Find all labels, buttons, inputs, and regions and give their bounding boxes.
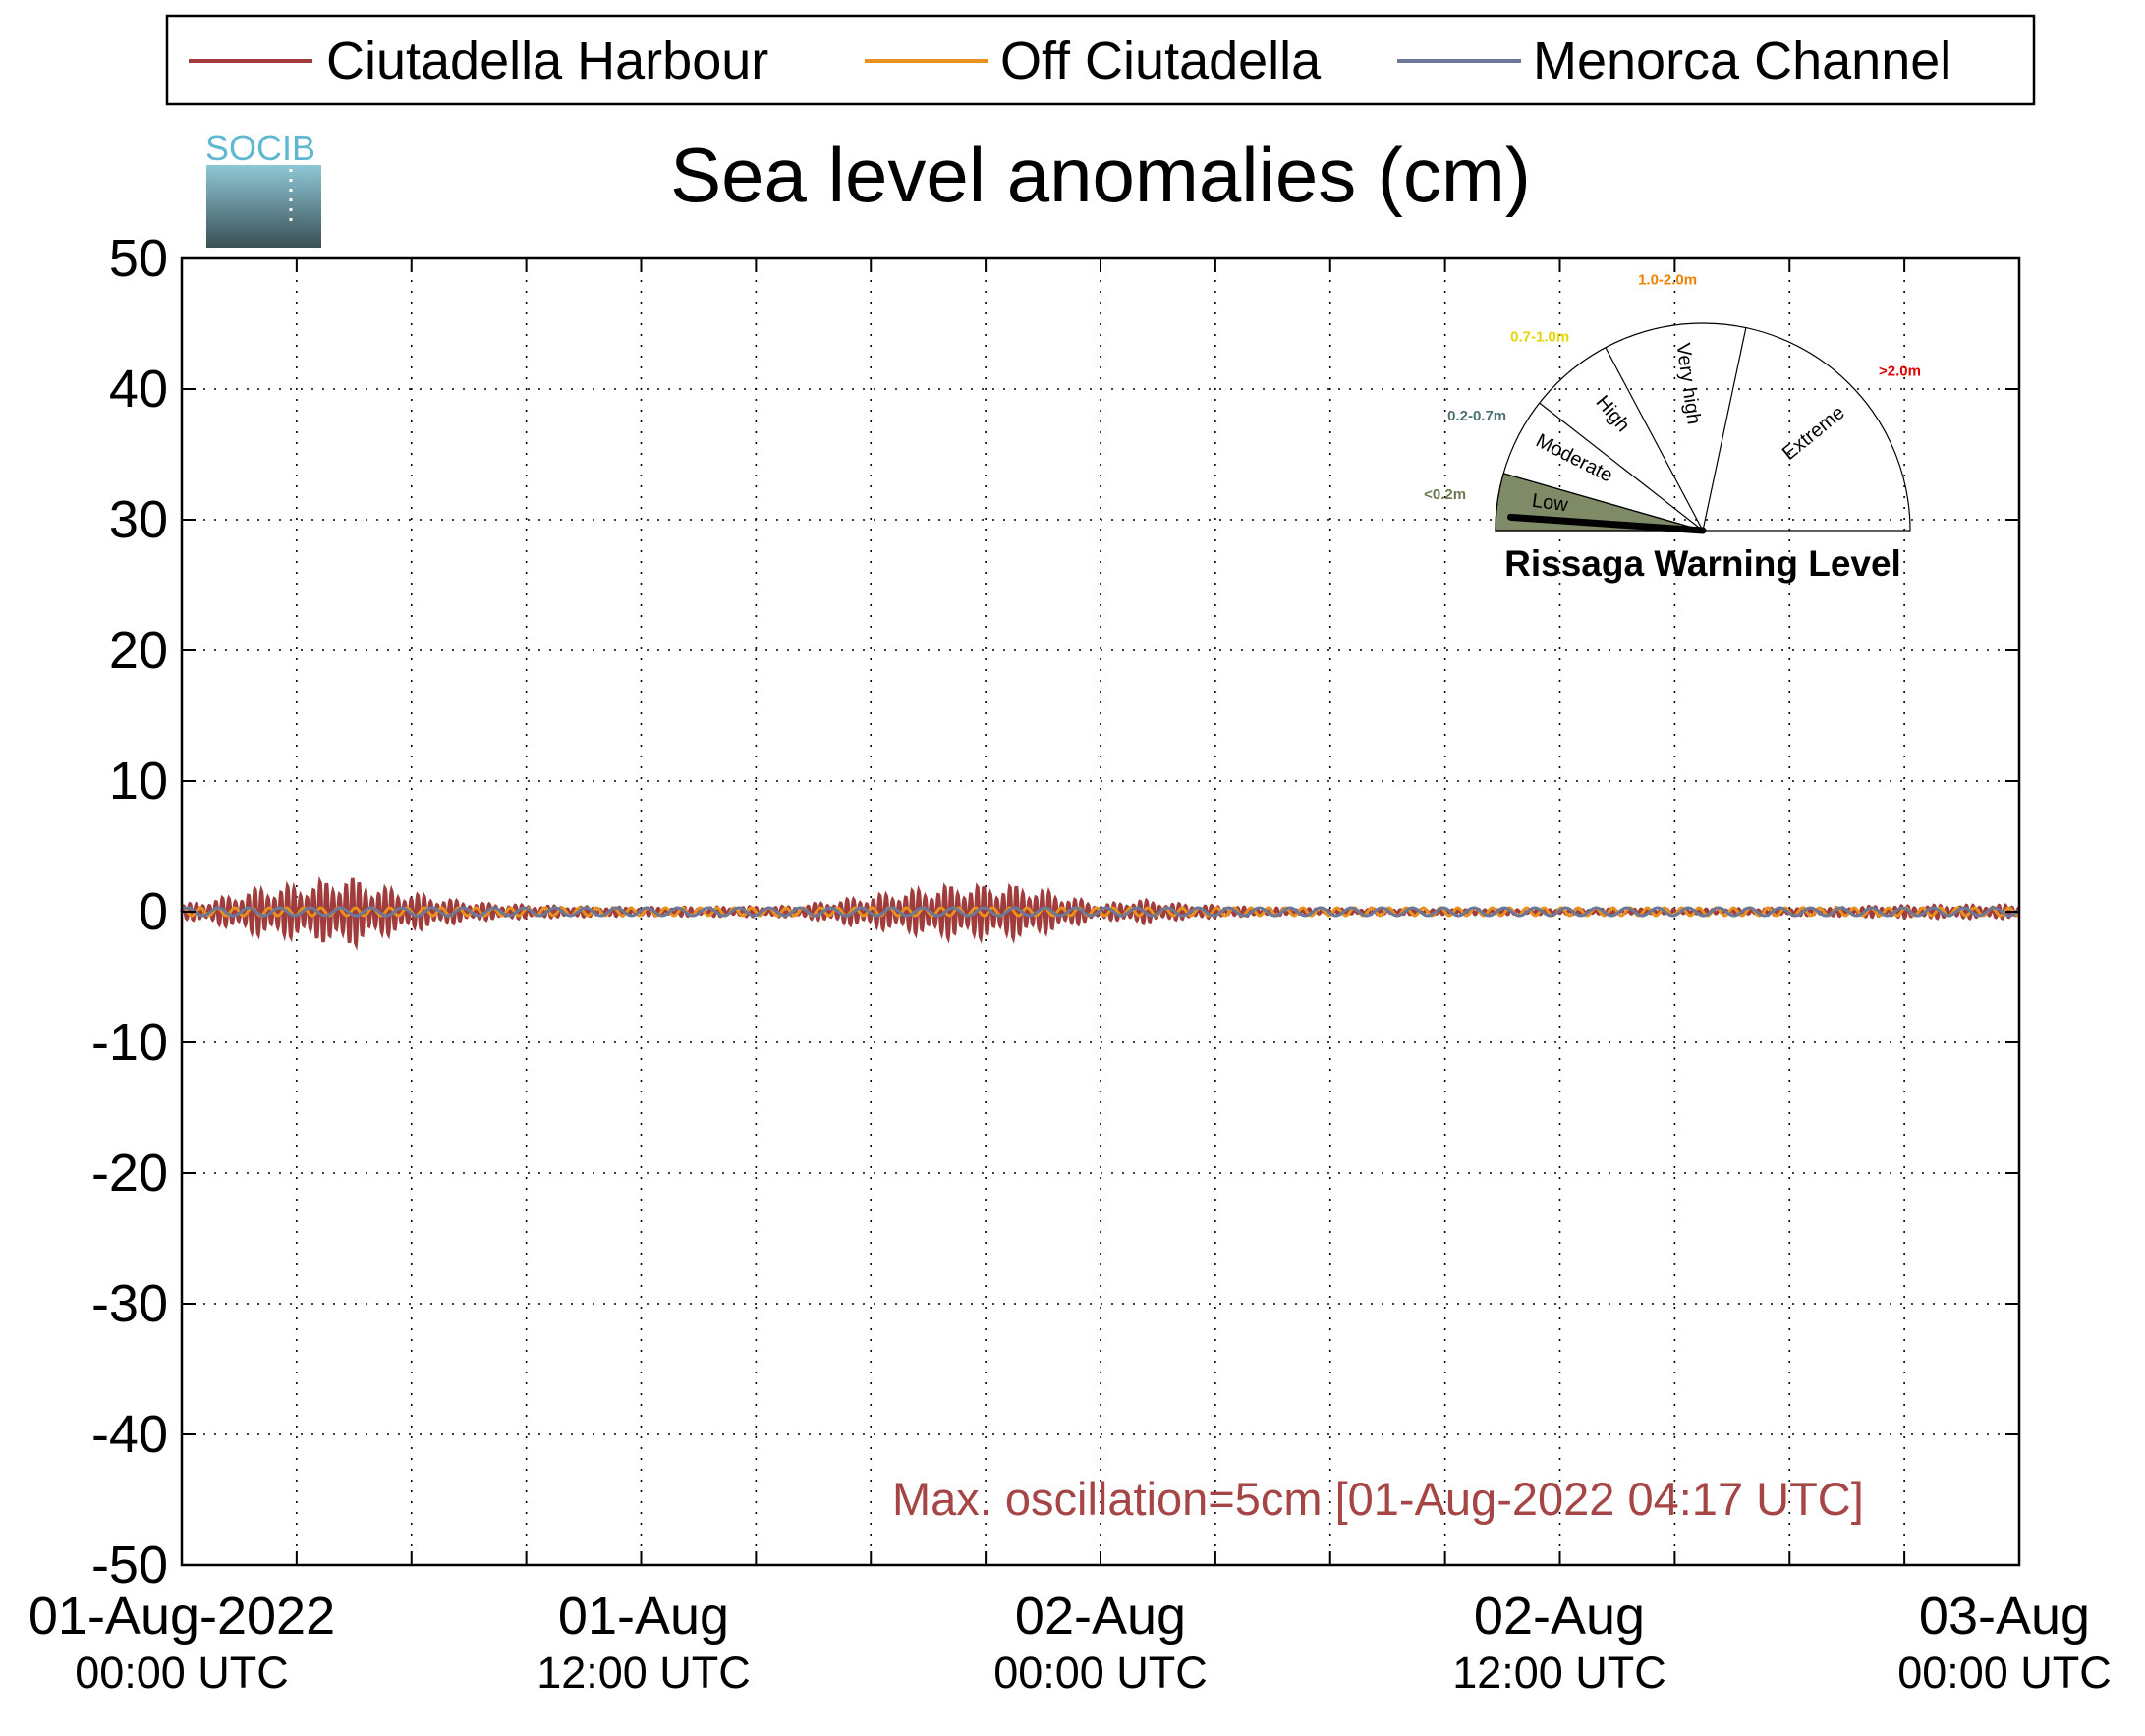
y-tick-label: 30 <box>109 490 168 549</box>
legend-label-off-ciutadella: Off Ciutadella <box>1000 31 1322 90</box>
x-tick-label-time: 00:00 UTC <box>75 1648 289 1698</box>
series-line-menorca-channel <box>181 906 2020 918</box>
gauge-sector-label-low: Low <box>1531 490 1570 517</box>
gauge-outline <box>1495 322 1911 532</box>
y-tick-label: 40 <box>109 360 168 419</box>
y-tick-label: -30 <box>91 1274 168 1333</box>
max-oscillation-annotation: Max. oscillation=5cm [01-Aug-2022 04:17 … <box>892 1473 1864 1525</box>
series-layer <box>180 875 2021 951</box>
y-tick-label: -20 <box>91 1144 168 1203</box>
gauge-needle <box>1506 513 1707 534</box>
y-tick-label: -50 <box>91 1536 168 1595</box>
legend-label-menorca-channel: Menorca Channel <box>1533 31 1951 90</box>
chart-title: Sea level anomalies (cm) <box>670 132 1531 218</box>
x-tick-label-date: 03-Aug <box>1919 1587 2090 1646</box>
legend-label-ciutadella-harbour: Ciutadella Harbour <box>326 31 768 90</box>
y-tick-label: 0 <box>139 882 168 941</box>
logo-text: SOCIB <box>205 128 315 168</box>
gauge-range-label-moderate: 0.2-0.7m <box>1447 408 1506 424</box>
y-tick-label: 10 <box>109 752 168 811</box>
legend: Ciutadella Harbour Off Ciutadella Menorc… <box>165 14 2036 106</box>
y-tick-label: -10 <box>91 1013 168 1072</box>
gauge-divider <box>1503 473 1704 532</box>
logo-block <box>206 165 321 248</box>
x-tick-label-date: 01-Aug <box>558 1587 729 1646</box>
gauge-title: Rissaga Warning Level <box>1504 543 1901 584</box>
gauge-dividers <box>1503 327 1747 532</box>
x-tick-label-time: 12:00 UTC <box>1452 1648 1666 1698</box>
y-axis: 50 40 30 20 10 0 -10 -20 -30 -40 -50 <box>91 229 2019 1595</box>
x-tick-label-date: 01-Aug-2022 <box>28 1587 335 1646</box>
y-tick-label: -40 <box>91 1405 168 1464</box>
x-tick-label-time: 00:00 UTC <box>993 1648 1208 1698</box>
legend-frame <box>165 14 2036 106</box>
y-tick-label: 50 <box>109 229 168 288</box>
x-tick-label-date: 02-Aug <box>1015 1587 1186 1646</box>
gauge-range-label-low: <0.2m <box>1424 486 1466 503</box>
x-tick-label-time: 00:00 UTC <box>1897 1648 2112 1698</box>
x-tick-label-date: 02-Aug <box>1474 1587 1645 1646</box>
gauge-divider <box>1605 347 1704 532</box>
socib-logo: SOCIB <box>205 128 321 248</box>
gauge-divider <box>1539 402 1704 532</box>
x-tick-label-time: 12:00 UTC <box>536 1648 751 1698</box>
gauge-range-label-very-high: 1.0-2.0m <box>1638 272 1697 289</box>
gauge-range-label-high: 0.7-1.0m <box>1510 328 1569 345</box>
gauge-divider <box>1702 327 1747 532</box>
gauge-range-label-extreme: >2.0m <box>1879 364 1921 380</box>
y-tick-label: 20 <box>109 621 168 680</box>
